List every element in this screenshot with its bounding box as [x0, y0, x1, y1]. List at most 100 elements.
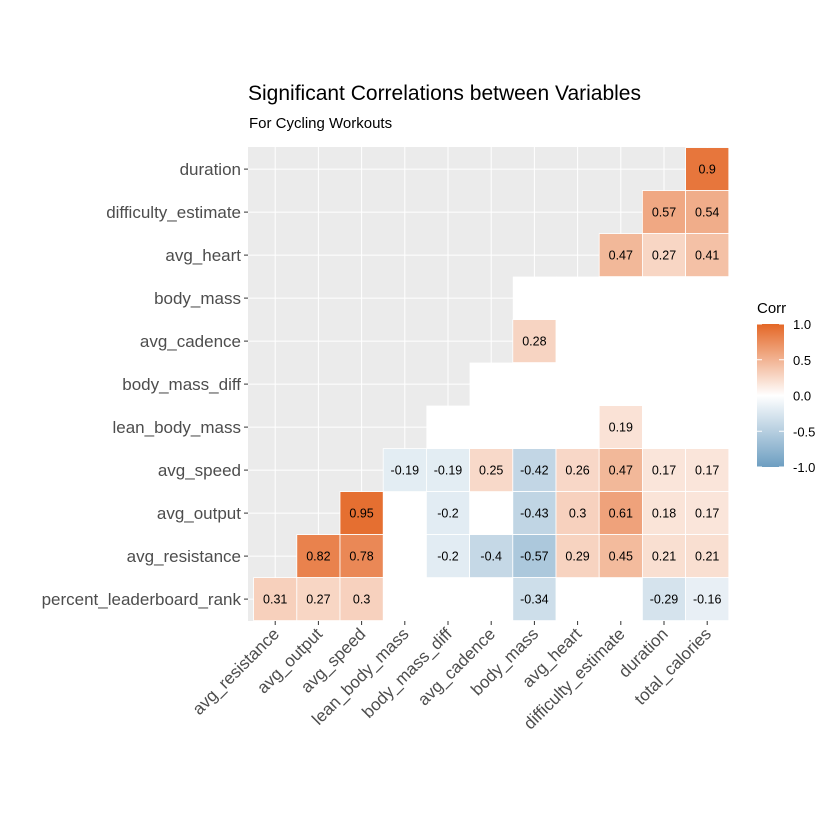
mask-cell	[556, 276, 600, 321]
mask-cell	[512, 405, 557, 450]
cell-value-label: 0.28	[522, 335, 546, 349]
mask-cell	[383, 577, 427, 622]
heatmap-cell	[469, 534, 514, 578]
mask-cell	[642, 405, 687, 450]
mask-cell	[383, 491, 427, 536]
legend-label: 0.5	[793, 353, 811, 368]
cell-value-label: -0.57	[520, 550, 549, 564]
cell-value-labels: 0.9 0.57 0.54 0.47 0.27 0.41 0.28 0.19 -0.19 -0.1…	[263, 163, 721, 607]
cell-value-label: 0.54	[695, 206, 719, 220]
heatmap-cell	[685, 577, 730, 621]
chart-subtitle: For Cycling Workouts	[249, 115, 393, 132]
heatmap-cell	[598, 233, 643, 278]
heatmap-cell	[253, 577, 298, 621]
heatmap-cells	[253, 147, 730, 621]
cell-value-label: -0.42	[520, 464, 549, 478]
legend-label: -0.5	[793, 424, 815, 439]
y-tick-label: body_mass	[154, 289, 241, 308]
cell-value-label: 0.82	[306, 550, 330, 564]
cell-value-label: 0.61	[609, 507, 633, 521]
y-tick-label: avg_speed	[158, 461, 241, 480]
cell-value-label: 0.3	[569, 507, 586, 521]
legend-label: 0.0	[793, 389, 811, 404]
y-tick-label: avg_output	[157, 504, 241, 523]
heatmap-cell	[598, 448, 643, 493]
y-tick-label: avg_heart	[165, 246, 241, 265]
heatmap-cell	[296, 534, 341, 578]
mask-cell	[556, 405, 600, 450]
y-tick-label: percent_leaderboard_rank	[42, 590, 242, 609]
heatmap-cell	[685, 233, 730, 278]
cell-value-label: 0.47	[609, 464, 633, 478]
cell-value-label: -0.2	[437, 507, 459, 521]
cell-value-label: -0.2	[437, 550, 459, 564]
heatmap-cell	[598, 405, 643, 450]
mask-cell	[512, 276, 557, 321]
heatmap-cell	[339, 577, 384, 621]
legend-label: -1.0	[793, 460, 815, 475]
mask-cell	[426, 405, 471, 450]
cell-value-label: 0.19	[609, 421, 633, 435]
cell-value-label: 0.18	[652, 507, 676, 521]
heatmap-cell	[642, 577, 687, 621]
mask-cell	[599, 577, 643, 622]
mask-cell	[383, 534, 427, 579]
heatmap-cell	[642, 491, 687, 536]
heatmap-cell	[685, 190, 730, 235]
y-tick-label: avg_resistance	[127, 547, 241, 566]
mask-cell	[685, 362, 730, 407]
heatmap-cell	[642, 534, 687, 578]
mask-cell	[556, 362, 600, 407]
mask-cell	[556, 577, 600, 622]
heatmap-cell	[685, 448, 730, 493]
cell-value-label: 0.78	[349, 550, 373, 564]
mask-cell	[426, 577, 471, 622]
mask-cell	[469, 405, 514, 450]
cell-value-label: 0.41	[695, 249, 719, 263]
cell-value-label: 0.25	[479, 464, 503, 478]
cell-value-label: 0.3	[353, 593, 370, 607]
heatmap-cell	[382, 448, 427, 493]
cell-value-label: 0.95	[349, 507, 373, 521]
heatmap-cell	[512, 577, 557, 621]
mask-cell	[685, 276, 730, 321]
mask-cell	[599, 362, 643, 407]
cell-value-label: -0.16	[693, 593, 722, 607]
heatmap-cell	[339, 491, 384, 536]
mask-cell	[469, 362, 514, 407]
mask-cell	[642, 319, 687, 364]
mask-cell	[685, 405, 730, 450]
mask-cell	[599, 276, 643, 321]
cell-value-label: 0.21	[652, 550, 676, 564]
heatmap-cell	[512, 448, 557, 493]
mask-cell	[685, 319, 730, 364]
cell-value-label: 0.27	[306, 593, 330, 607]
cell-value-label: 0.57	[652, 206, 676, 220]
cell-value-label: -0.34	[520, 593, 549, 607]
cell-value-label: 0.21	[695, 550, 719, 564]
heatmap-cell	[598, 534, 643, 578]
heatmap-cell	[555, 491, 600, 536]
cell-value-label: 0.29	[565, 550, 589, 564]
heatmap-cell	[296, 577, 341, 621]
cell-value-label: 0.27	[652, 249, 676, 263]
cell-value-label: -0.29	[650, 593, 679, 607]
cell-value-label: -0.19	[391, 464, 420, 478]
y-tick-label: lean_body_mass	[112, 418, 241, 437]
y-tick-label: difficulty_estimate	[106, 203, 241, 222]
cell-value-label: 0.47	[609, 249, 633, 263]
heatmap-cell	[469, 448, 514, 493]
mask-cell	[599, 319, 643, 364]
mask-cell	[642, 362, 687, 407]
mask-cell	[512, 362, 557, 407]
mask-cell	[642, 276, 687, 321]
cell-value-label: -0.43	[520, 507, 549, 521]
legend-title: Corr	[757, 300, 786, 317]
heatmap-cell	[512, 534, 557, 578]
legend: Corr 1.0 0.5 0.0 -0.5 -1.0	[757, 300, 815, 475]
y-tick-label: body_mass_diff	[122, 375, 241, 394]
y-tick-label: duration	[180, 160, 241, 179]
cell-value-label: 0.45	[609, 550, 633, 564]
heatmap-cell	[425, 491, 470, 536]
